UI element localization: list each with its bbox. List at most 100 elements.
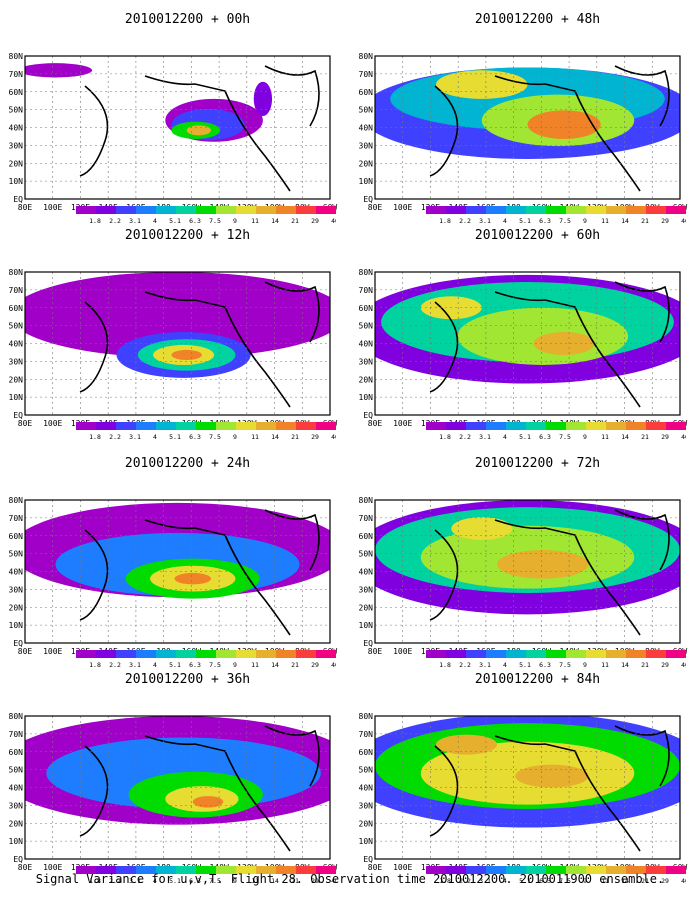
contour-shading [436,70,528,99]
colorbar-swatch [256,206,276,214]
colorbar-label: 6.3 [539,433,551,441]
map-svg: 80N70N60N50N40N30N20N10NEQ80E100E120E140… [359,712,688,872]
colorbar-swatch [316,206,336,214]
colorbar-label: 1.8 [439,877,451,885]
colorbar-swatch [76,866,96,874]
asia-coast [429,529,459,621]
colorbar-swatch [156,206,176,214]
colorbar: 1.8 2.2 3.1 4 5.1 6.3 7.5 9 11 14 21 29 40 [76,206,336,225]
colorbar-label: 21 [641,661,649,669]
colorbar-label: 9 [583,217,587,225]
colorbar-swatch [216,422,236,430]
map-svg: 80N70N60N50N40N30N20N10NEQ80E100E120E140… [359,268,688,428]
colorbar-swatch [626,206,646,214]
map-svg: 80N70N60N50N40N30N20N10NEQ80E100E120E140… [9,496,338,656]
colorbar-swatch [76,650,96,658]
colorbar-label: 14 [621,877,629,885]
gridlines [25,272,330,415]
latitude-label: 40N [359,124,374,133]
map-frame [24,271,331,416]
coastline [79,281,320,408]
colorbar-label: 7.5 [559,877,571,885]
latitude-label: 60N [359,748,374,757]
variance-field [375,500,680,615]
colorbar: 1.8 2.2 3.1 4 5.1 6.3 7.5 9 11 14 21 29 40 [426,422,686,441]
longitude-label: 80E [368,863,383,872]
latitude-label: 70N [9,70,24,79]
colorbar-swatch [446,422,466,430]
map-frame [374,271,681,416]
colorbar-label: 2.2 [459,877,471,885]
colorbar-swatch [606,650,626,658]
colorbar-swatch [96,206,116,214]
colorbar-swatch [196,422,216,430]
asia-coast [429,301,459,393]
latitude-label: 80N [9,52,24,61]
colorbar-swatch [116,206,136,214]
colorbar-swatch [646,650,666,658]
longitude-label: 80E [18,203,33,212]
gridlines [25,500,330,643]
map-frame [24,499,331,644]
colorbar-swatch [426,422,446,430]
colorbar-swatch [666,650,686,658]
colorbar-swatch [316,866,336,874]
colorbar: 1.8 2.2 3.1 4 5.1 6.3 7.5 9 11 14 21 29 40 [76,422,336,441]
colorbar-label: 29 [311,217,319,225]
colorbar-label: 21 [641,433,649,441]
latitude-label: 10N [9,621,24,630]
colorbar-label: 14 [271,217,279,225]
latitude-label: 60N [9,304,24,313]
colorbar-swatch [116,866,136,874]
latitude-label: 60N [9,532,24,541]
latitude-label: 20N [359,159,374,168]
colorbar-swatch [466,650,486,658]
latitude-label: 10N [359,621,374,630]
latitude-label: 40N [359,568,374,577]
colorbar-label: 5.1 [169,661,181,669]
canada-coast [614,725,670,787]
contour-shading [497,550,589,579]
panel-title: 2010012200 + 12h [124,228,251,243]
colorbar-swatch [96,422,116,430]
variance-field [375,67,680,159]
colorbar-label: 6.3 [189,661,201,669]
latitude-label: EQ [13,411,23,420]
colorbar-swatch [236,866,256,874]
asia-coast [429,745,459,837]
latitude-label: 60N [359,304,374,313]
latitude-label: EQ [13,195,23,204]
map-frame [374,55,681,200]
latitude-label: 80N [359,268,374,277]
colorbar-swatch [606,206,626,214]
gridlines [375,272,680,415]
panel-title: 2010012200 + 72h [474,456,601,471]
map-frame [24,55,331,200]
latitude-label: 70N [359,286,374,295]
canada-coast [264,509,320,571]
map-svg: 80N70N60N50N40N30N20N10NEQ80E100E120E140… [9,268,338,428]
coastline [429,725,670,852]
colorbar-swatch [136,866,156,874]
colorbar-swatch [76,206,96,214]
figure-caption: Signal Variance for u,v,T. Flight 28. Ob… [35,872,665,886]
colorbar-swatch [586,866,606,874]
latitude-label: 20N [9,375,24,384]
latitude-label: 50N [9,550,24,559]
colorbar-label: 6.3 [539,217,551,225]
colorbar-swatch [176,866,196,874]
map-frame [374,499,681,644]
colorbar-swatch [586,422,606,430]
colorbar-label: 6.3 [539,877,551,885]
gridlines [375,716,680,859]
colorbar-label: 2.2 [109,877,121,885]
forecast-panel: 2010012200 + 60h 80N 70N 60N 50N 40N 30N 20N 10N… [359,228,700,441]
latitude-label: 50N [9,322,24,331]
coastline [79,509,320,636]
colorbar-label: 2.2 [459,661,471,669]
latitude-label: 10N [359,393,374,402]
colorbar-label: 29 [311,661,319,669]
colorbar-label: 7.5 [209,217,221,225]
longitude-label: 100E [43,419,62,428]
latitude-label: 80N [359,52,374,61]
